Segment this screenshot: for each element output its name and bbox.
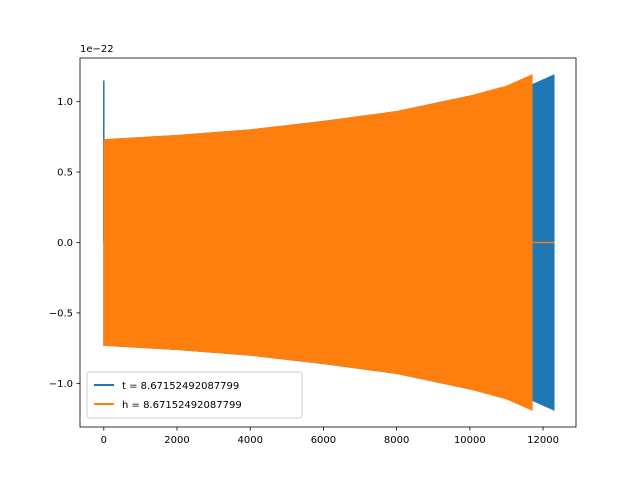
- y-tick-label: 0.5: [57, 168, 73, 179]
- y-tick-label: −1.0: [49, 379, 73, 390]
- x-tick-label: 4000: [237, 435, 262, 446]
- series-1-waveform: [103, 74, 533, 411]
- y-tick-label: −0.5: [49, 308, 73, 319]
- legend-box: [86, 371, 303, 419]
- x-tick-label: 10000: [454, 435, 486, 446]
- x-tick-label: 0: [101, 435, 107, 446]
- y-tick-label: 0.0: [57, 238, 73, 249]
- x-tick-label: 12000: [527, 435, 559, 446]
- y-offset-label: 1e−22: [80, 44, 114, 55]
- legend-label-1: h = 8.67152492087799: [122, 400, 242, 411]
- series-1: [103, 74, 555, 411]
- x-tick-label: 6000: [311, 435, 336, 446]
- legend-label-0: t = 8.67152492087799: [122, 381, 239, 392]
- plot-area: [103, 74, 555, 411]
- x-tick-label: 2000: [164, 435, 189, 446]
- y-tick-label: 1.0: [57, 97, 73, 108]
- axes: 0 2000 4000 6000 8000 10000 12000 −1.0 −0.5 0.0 0.…: [49, 57, 577, 446]
- legend: t = 8.67152492087799 h = 8.67152492087799: [86, 371, 303, 419]
- x-tick-label: 8000: [384, 435, 409, 446]
